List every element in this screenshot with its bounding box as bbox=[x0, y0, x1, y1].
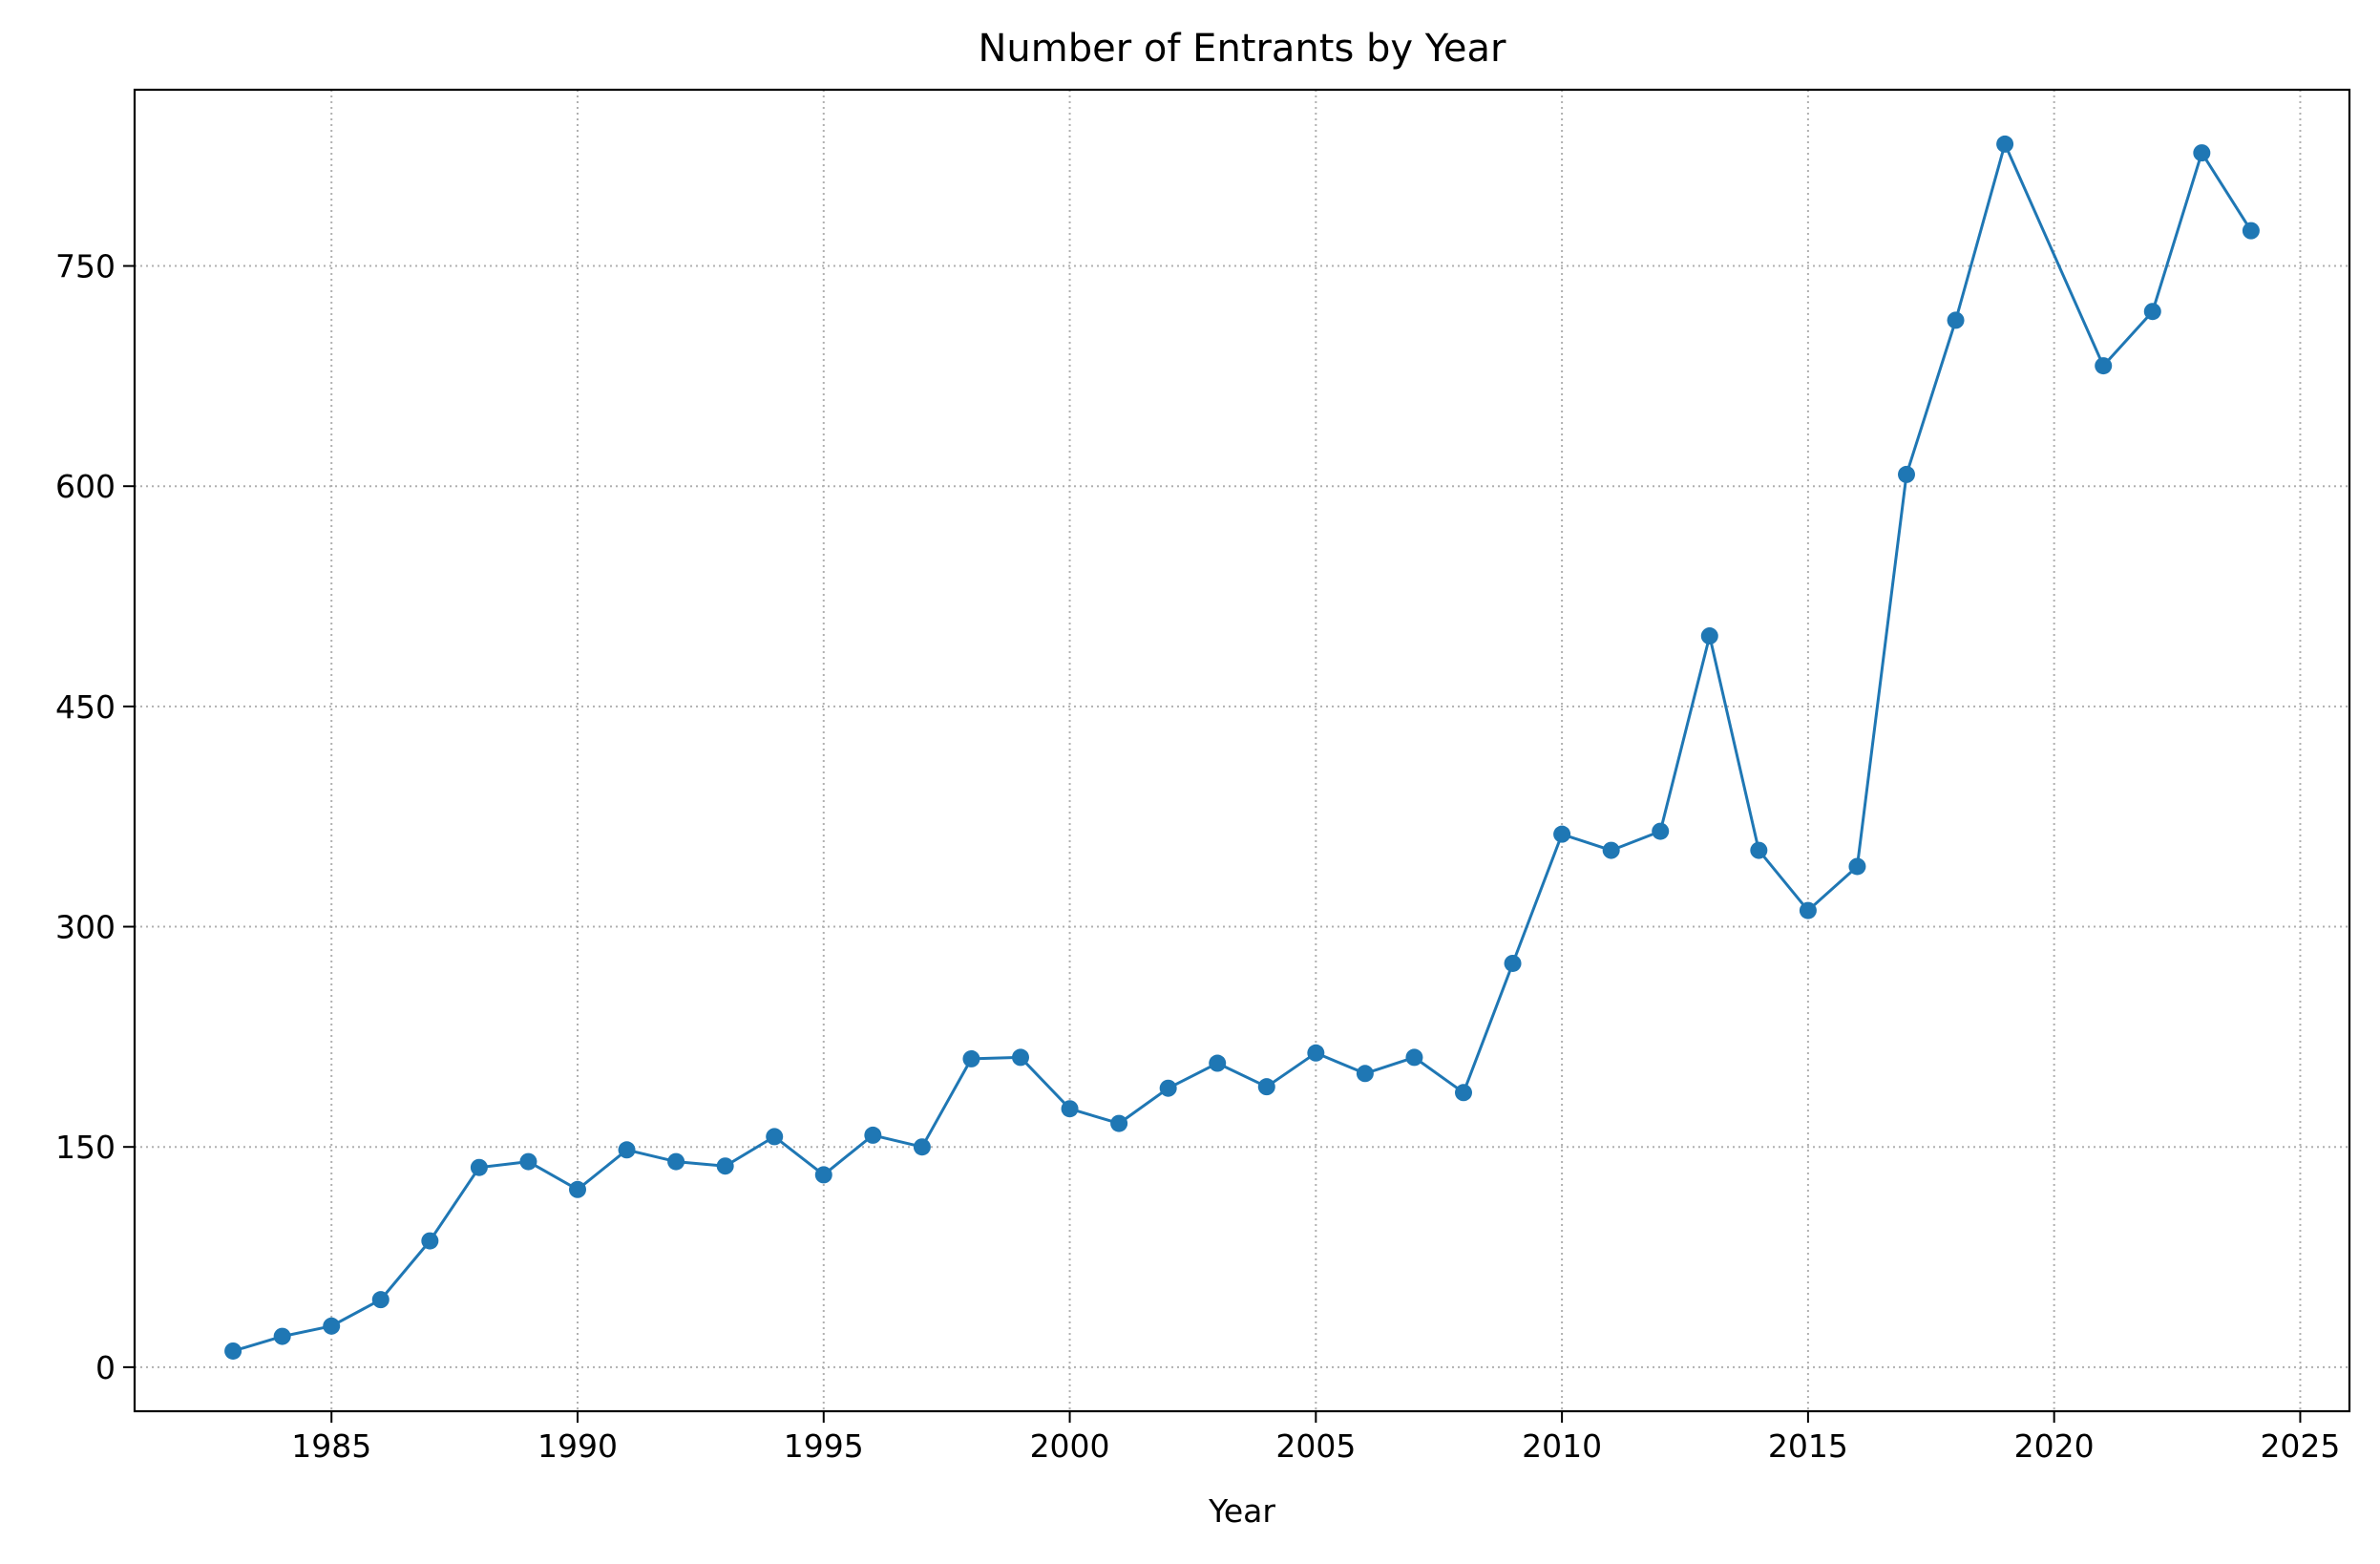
data-point bbox=[1750, 841, 1768, 859]
x-tick-label: 2010 bbox=[1522, 1427, 1602, 1465]
data-point bbox=[1307, 1044, 1325, 1062]
data-point bbox=[1209, 1054, 1227, 1072]
y-tick-label: 300 bbox=[55, 909, 116, 946]
data-point bbox=[1159, 1079, 1177, 1097]
x-tick-label: 2015 bbox=[1768, 1427, 1848, 1465]
chart-title: Number of Entrants by Year bbox=[979, 27, 1507, 71]
data-point bbox=[1110, 1114, 1128, 1132]
x-tick-label: 2005 bbox=[1275, 1427, 1356, 1465]
data-point bbox=[1848, 857, 1866, 876]
data-point bbox=[1405, 1048, 1423, 1067]
x-tick-label: 1995 bbox=[784, 1427, 864, 1465]
data-point bbox=[913, 1138, 931, 1156]
data-point bbox=[569, 1180, 586, 1198]
data-point bbox=[1652, 822, 1670, 840]
data-point bbox=[667, 1152, 685, 1171]
data-point bbox=[1356, 1065, 1374, 1083]
data-point bbox=[1602, 841, 1620, 859]
data-point bbox=[1799, 901, 1817, 919]
data-point bbox=[1553, 825, 1571, 843]
data-point bbox=[864, 1126, 882, 1144]
y-tick-label: 150 bbox=[55, 1129, 116, 1166]
x-tick-label: 2020 bbox=[2014, 1427, 2095, 1465]
grid bbox=[135, 90, 2349, 1411]
x-tick-label: 1990 bbox=[537, 1427, 618, 1465]
x-tick-label: 2000 bbox=[1030, 1427, 1110, 1465]
series-entrants bbox=[224, 135, 2260, 1360]
data-point bbox=[2143, 303, 2161, 321]
x-axis-ticks: 1985 1990 1995 2000 2005 2010 2015 2020 2025 bbox=[291, 1411, 2340, 1465]
plot-frame bbox=[133, 88, 2351, 1413]
data-point bbox=[470, 1158, 488, 1176]
data-point bbox=[1996, 135, 2014, 153]
data-point bbox=[1061, 1100, 1079, 1118]
data-point bbox=[962, 1049, 980, 1067]
data-point bbox=[766, 1128, 784, 1146]
x-tick-label: 1985 bbox=[291, 1427, 371, 1465]
data-point bbox=[814, 1166, 832, 1184]
data-point bbox=[224, 1342, 242, 1360]
y-tick-label: 0 bbox=[95, 1349, 116, 1386]
x-axis-label: Year bbox=[1208, 1492, 1275, 1530]
data-point bbox=[1898, 465, 1915, 483]
x-tick-label: 2025 bbox=[2260, 1427, 2340, 1465]
data-point bbox=[1257, 1078, 1275, 1096]
y-tick-label: 600 bbox=[55, 468, 116, 505]
data-point bbox=[2242, 222, 2260, 240]
data-point bbox=[273, 1327, 291, 1345]
data-point bbox=[2095, 357, 2113, 375]
data-point bbox=[323, 1317, 341, 1335]
data-point bbox=[1504, 954, 1522, 972]
data-point bbox=[1012, 1048, 1029, 1067]
data-point bbox=[371, 1291, 390, 1309]
data-point bbox=[1455, 1084, 1472, 1102]
data-point bbox=[716, 1157, 734, 1175]
y-axis-ticks: 0 150 300 450 600 750 bbox=[55, 248, 135, 1386]
series-line bbox=[232, 142, 2253, 1353]
data-point bbox=[421, 1232, 439, 1250]
y-tick-label: 450 bbox=[55, 688, 116, 726]
y-tick-label: 750 bbox=[55, 248, 116, 285]
data-point bbox=[519, 1152, 537, 1171]
data-point bbox=[1700, 627, 1718, 645]
data-point bbox=[618, 1141, 636, 1159]
data-point bbox=[2193, 144, 2211, 162]
data-point bbox=[1947, 311, 1965, 329]
